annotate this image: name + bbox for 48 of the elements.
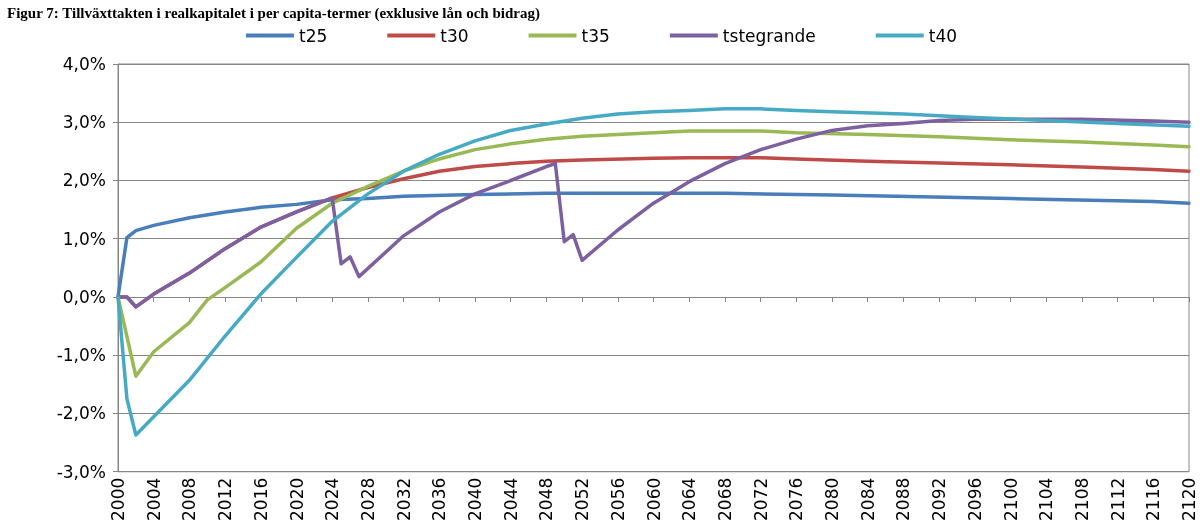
x-tick-label: 2072 [750,477,771,521]
x-tick-label: 2044 [500,477,521,521]
x-tick-label: 2120 [1179,477,1199,521]
legend-label: t25 [298,25,328,46]
x-tick-label: 2032 [393,477,414,521]
x-tick-label: 2068 [714,477,735,521]
legend-label: t40 [928,25,958,46]
y-tick-label: 4,0% [62,54,106,74]
x-tick-label: 2048 [536,477,557,521]
line-series [116,191,1191,299]
x-tick-label: 2088 [893,477,914,521]
legend-label: t30 [440,25,469,46]
x-tick-label: 2008 [179,477,200,521]
x-tick-label: 2028 [357,477,378,521]
x-tick-label: 2064 [679,477,700,521]
legend-label: t35 [581,25,610,46]
x-tick-label: 2104 [1036,477,1057,521]
y-tick-label: 2,0% [62,170,106,191]
x-tick-label: 2100 [1000,477,1021,521]
line-series [116,107,1191,437]
x-tick-label: 2056 [607,477,628,521]
y-tick-label: 3,0% [62,112,106,133]
x-tick-label: 2024 [322,477,343,521]
x-tick-label: 2040 [465,477,485,521]
y-tick-label: 1,0% [62,228,106,249]
x-tick-label: 2060 [643,477,664,521]
legend-label: tstegrande [722,25,816,46]
x-tick-label: 2084 [857,477,878,521]
x-tick-label: 2000 [108,477,128,521]
line-series [116,117,1191,309]
x-tick-label: 2116 [1143,477,1164,521]
x-tick-label: 2096 [964,477,985,521]
chart-title: Figur 7: Tillväxttakten i realkapitalet i per capita-termer (exklusive lån och bidrag) [7,4,540,22]
x-tick-label: 2052 [572,477,593,521]
x-tick-label: 2080 [822,477,842,521]
y-tick-label: -3,0% [56,461,106,482]
x-tick-label: 2020 [286,477,307,521]
y-tick-label: 0,0% [62,286,106,307]
x-tick-label: 2036 [429,477,450,521]
y-tick-label: -2,0% [56,403,106,424]
y-tick-label: -1,0% [56,345,106,366]
x-tick-label: 2012 [215,477,236,521]
x-tick-label: 2092 [929,477,950,521]
x-tick-label: 2112 [1107,477,1128,521]
x-tick-label: 2108 [1071,477,1092,521]
x-tick-label: 2004 [143,477,164,521]
x-tick-label: 2016 [250,477,271,521]
x-tick-label: 2076 [786,477,807,521]
